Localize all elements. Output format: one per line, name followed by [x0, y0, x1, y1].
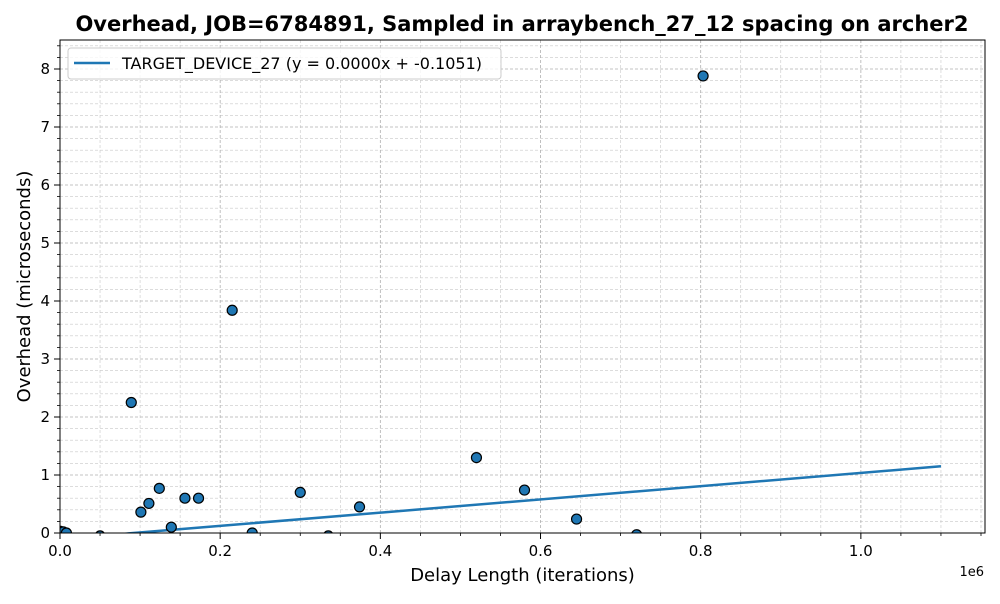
scatter-point: [631, 529, 642, 533]
x-tick-label: 1.0: [849, 542, 873, 560]
scatter-point: [323, 530, 334, 533]
x-tick-label: 0.8: [689, 542, 713, 560]
scatter-point: [125, 396, 137, 409]
y-tick-label: 4: [40, 292, 50, 310]
legend-box: [67, 47, 502, 80]
x-tick-label: 0.0: [48, 542, 72, 560]
scatter-point: [143, 497, 155, 510]
y-tick-label: 8: [40, 60, 50, 78]
scatter-point: [470, 452, 483, 464]
scatter-point: [246, 527, 258, 533]
x-tick-label: 0.4: [368, 542, 392, 560]
scatter-point: [192, 492, 205, 504]
scatter-point: [95, 530, 105, 533]
scatter-point: [153, 482, 165, 494]
scatter-point: [353, 501, 366, 513]
y-tick-label: 1: [40, 466, 50, 484]
scatter-point: [697, 70, 709, 82]
y-tick-label: 7: [40, 118, 50, 136]
scatter-point: [179, 492, 191, 504]
scatter-point: [60, 527, 73, 533]
legend-entry-label: TARGET_DEVICE_27 (y = 0.0000x + -0.1051): [121, 54, 482, 74]
fit-line: [118, 465, 942, 533]
x-axis-offset-label: 1e6: [959, 565, 984, 580]
scatter-point: [518, 484, 531, 496]
chart-title: Overhead, JOB=6784891, Sampled in arrayb…: [75, 12, 968, 36]
legend: TARGET_DEVICE_27 (y = 0.0000x + -0.1051): [67, 47, 502, 80]
x-tick-label: 0.2: [208, 542, 232, 560]
plot-frame: [59, 39, 986, 534]
plot-area: [60, 70, 942, 533]
grid: [59, 40, 985, 534]
scatter-point: [226, 304, 238, 316]
y-tick-label: 6: [40, 176, 50, 194]
y-tick-label: 0: [40, 524, 50, 542]
axis-ticks: 0.0 0.2 0.4 0.6 0.8 1.0 0 1 2 3 4 5 6 7 8: [40, 45, 982, 560]
y-axis-label: Overhead (microseconds): [14, 171, 35, 403]
x-tick-label: 0.6: [529, 542, 553, 560]
y-tick-label: 3: [40, 350, 50, 368]
y-tick-label: 5: [40, 234, 50, 252]
scatter-point: [570, 513, 583, 525]
scatter-point: [135, 506, 147, 518]
x-axis-label: Delay Length (iterations): [410, 565, 635, 586]
scatter-point: [294, 486, 306, 498]
scatter-point: [165, 521, 177, 533]
y-tick-label: 2: [40, 408, 50, 426]
